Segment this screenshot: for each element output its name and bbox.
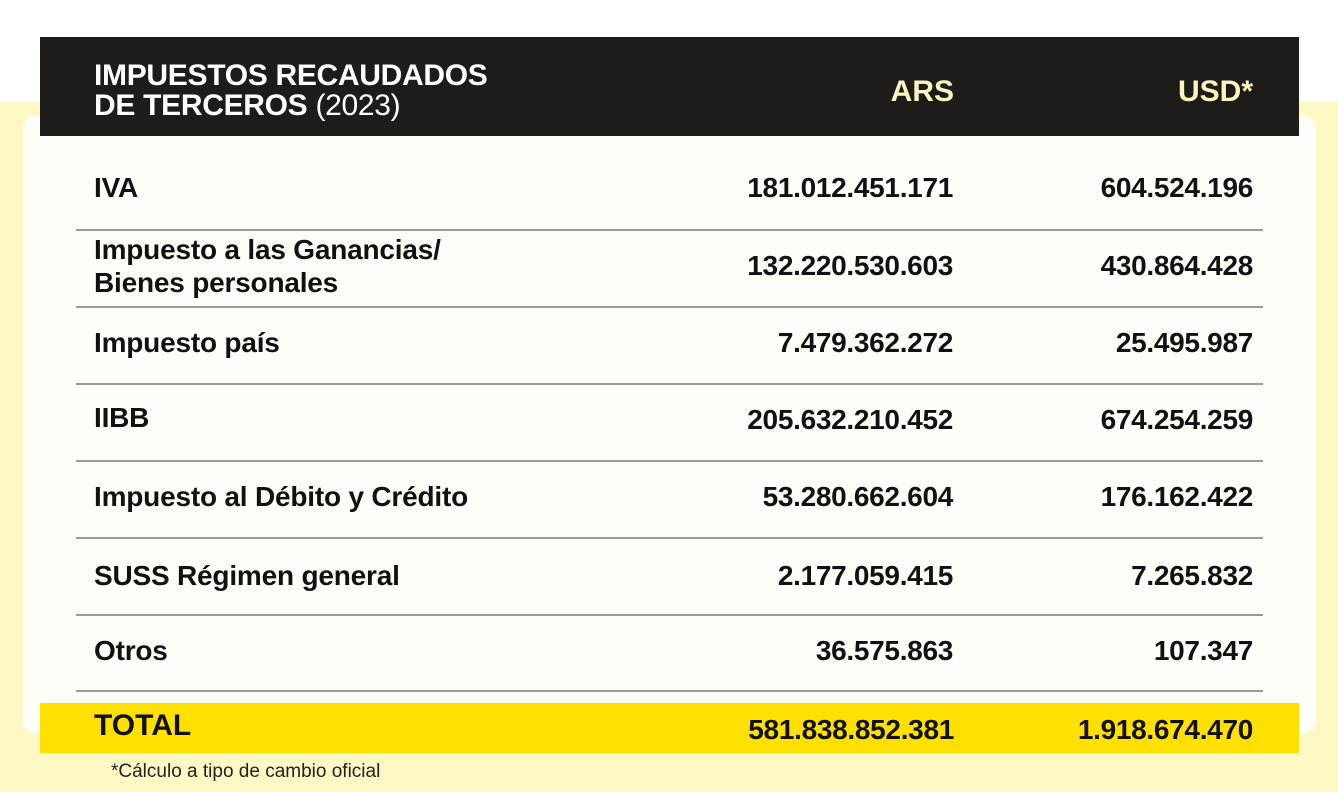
row-value-ars: 2.177.059.415: [777, 560, 953, 591]
table-row: Otros 36.575.863 107.347: [76, 616, 1263, 692]
table-row: Impuesto al Débito y Crédito 53.280.662.…: [76, 462, 1263, 539]
table-title: IMPUESTOS RECAUDADOS DE TERCEROS (2023): [94, 61, 488, 121]
row-value-usd: 176.162.422: [1100, 481, 1254, 512]
total-row: TOTAL 581.838.852.381 1.918.674.470: [40, 703, 1299, 753]
row-value-ars: 7.479.362.272: [777, 327, 953, 358]
title-line-2: DE TERCEROS (2023): [94, 89, 401, 122]
row-label: Impuesto país: [94, 327, 280, 358]
row-label: Impuesto a las Ganancias/ Bienes persona…: [94, 234, 441, 298]
row-label: Otros: [94, 635, 168, 666]
row-value-ars: 132.220.530.603: [747, 250, 953, 281]
row-value-ars: 53.280.662.604: [762, 481, 954, 512]
row-label: IVA: [94, 172, 138, 203]
footnote: *Cálculo a tipo de cambio oficial: [111, 761, 381, 782]
table-row: IIBB 205.632.210.452 674.254.259: [76, 385, 1263, 462]
row-value-ars: 205.632.210.452: [747, 404, 953, 435]
table-row: Impuesto país 7.479.362.272 25.495.987: [76, 308, 1263, 385]
table-row: Impuesto a las Ganancias/ Bienes persona…: [76, 231, 1263, 308]
total-value-usd: 1.918.674.470: [1077, 714, 1253, 745]
table-card: [23, 116, 1316, 733]
total-label: TOTAL: [94, 709, 192, 742]
column-header-usd: USD*: [1177, 75, 1253, 108]
column-header-ars: ARS: [890, 75, 954, 108]
table-row: IVA 181.012.451.171 604.524.196: [76, 136, 1263, 231]
row-value-usd: 7.265.832: [1131, 560, 1253, 591]
row-value-usd: 604.524.196: [1100, 172, 1254, 203]
row-label: Impuesto al Débito y Crédito: [94, 481, 468, 512]
row-label: SUSS Régimen general: [94, 560, 400, 591]
table-row: SUSS Régimen general 2.177.059.415 7.265…: [76, 539, 1263, 616]
total-value-ars: 581.838.852.381: [748, 714, 954, 745]
row-value-ars: 181.012.451.171: [747, 172, 953, 203]
row-value-usd: 430.864.428: [1100, 250, 1254, 281]
row-value-usd: 107.347: [1153, 635, 1253, 666]
table-header: IMPUESTOS RECAUDADOS DE TERCEROS (2023) …: [40, 37, 1299, 136]
row-label: IIBB: [94, 402, 150, 433]
row-value-ars: 36.575.863: [815, 635, 953, 666]
row-value-usd: 674.254.259: [1100, 404, 1254, 435]
title-line-1: IMPUESTOS RECAUDADOS: [94, 59, 488, 92]
row-value-usd: 25.495.987: [1115, 327, 1253, 358]
title-year: (2023): [315, 89, 401, 122]
